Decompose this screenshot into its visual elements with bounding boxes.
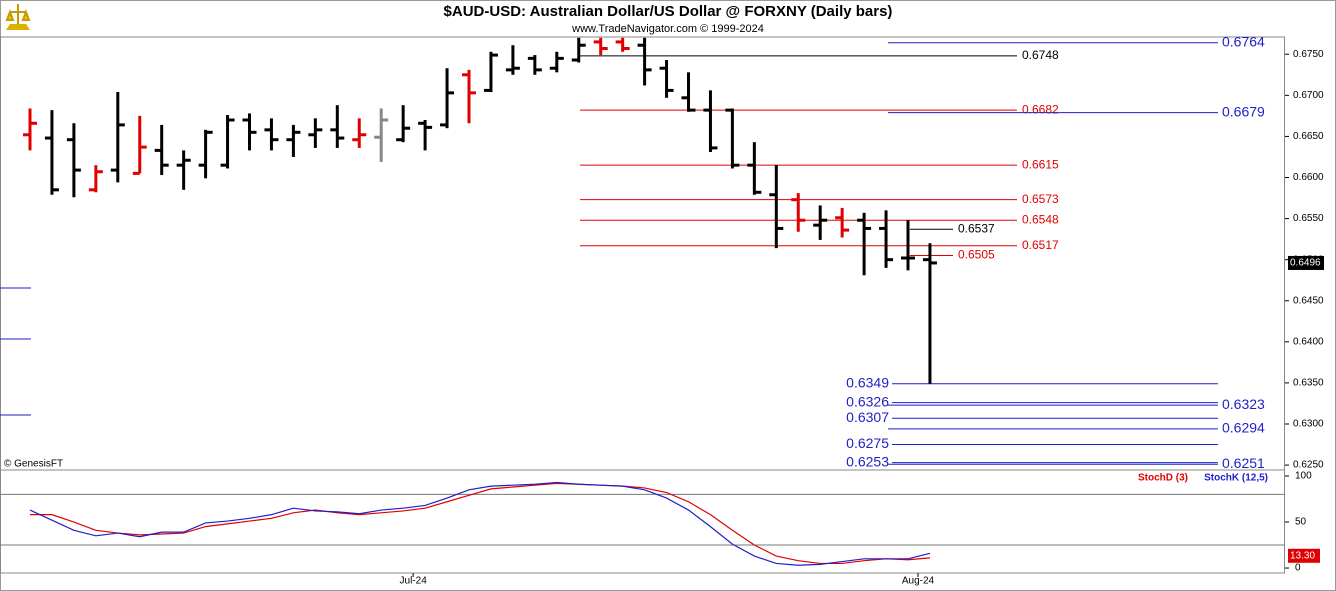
- y-tick-label: 50: [1295, 517, 1307, 528]
- last-box: [1288, 255, 1324, 270]
- y-tick-label: 0.6550: [1293, 213, 1324, 224]
- last-label: 0.6496: [1290, 258, 1321, 269]
- level-label: 0.6326: [846, 393, 889, 409]
- level-label: 0.6764: [1222, 33, 1265, 49]
- y-tick-label: 0.6650: [1293, 131, 1324, 142]
- logo: [5, 4, 31, 30]
- left-stubs: [0, 287, 31, 416]
- level-label: 0.6323: [1222, 396, 1265, 412]
- y-tick-label: 0.6750: [1293, 49, 1324, 60]
- y-tick-label: 0.6700: [1293, 90, 1324, 101]
- annotation: © GenesisFT: [4, 459, 63, 470]
- last-box: [1288, 548, 1320, 563]
- y-tick-label: 0.6400: [1293, 336, 1324, 347]
- y-tick-label: 100: [1295, 471, 1312, 482]
- y-tick-label: 0.6450: [1293, 295, 1324, 306]
- level-label: 0.6307: [846, 409, 889, 425]
- level-label: 0.6251: [1222, 455, 1265, 471]
- plot-area: [0, 36, 1285, 574]
- subtitle: www.TradeNavigator.com © 1999-2024: [571, 23, 764, 35]
- stoch-line: [29, 481, 931, 566]
- level-label: 0.6573: [1022, 192, 1059, 206]
- y-tick-label: 0: [1295, 563, 1301, 574]
- y-tick-label: 0.6350: [1293, 378, 1324, 389]
- x-tick-label: Jul-24: [400, 576, 428, 587]
- level-label: 0.6275: [846, 435, 889, 451]
- level-label: 0.6548: [1022, 212, 1059, 226]
- last-label: 13.30: [1290, 550, 1315, 561]
- level-label: 0.6294: [1222, 420, 1265, 436]
- legend-entry: StochD (3): [1138, 473, 1188, 484]
- legend-entry: StochK (12,5): [1204, 473, 1268, 484]
- level-label: 0.6748: [1022, 48, 1059, 62]
- y-tick-label: 0.6250: [1293, 460, 1324, 471]
- level-label: 0.6517: [1022, 238, 1059, 252]
- y-tick-label: 0.6600: [1293, 172, 1324, 183]
- level-label: 0.6505: [958, 248, 995, 262]
- level-label: 0.6682: [1022, 102, 1059, 116]
- level-label: 0.6679: [1222, 103, 1265, 119]
- y-tick-label: 0.6300: [1293, 419, 1324, 430]
- x-tick-label: Aug-24: [902, 576, 935, 587]
- level-label: 0.6253: [846, 453, 889, 469]
- level-label: 0.6537: [958, 221, 995, 235]
- chart-title: $AUD-USD: Australian Dollar/US Dollar @ …: [444, 3, 893, 20]
- stoch-line: [30, 482, 931, 565]
- level-label: 0.6349: [846, 374, 889, 390]
- level-label: 0.6615: [1022, 157, 1059, 171]
